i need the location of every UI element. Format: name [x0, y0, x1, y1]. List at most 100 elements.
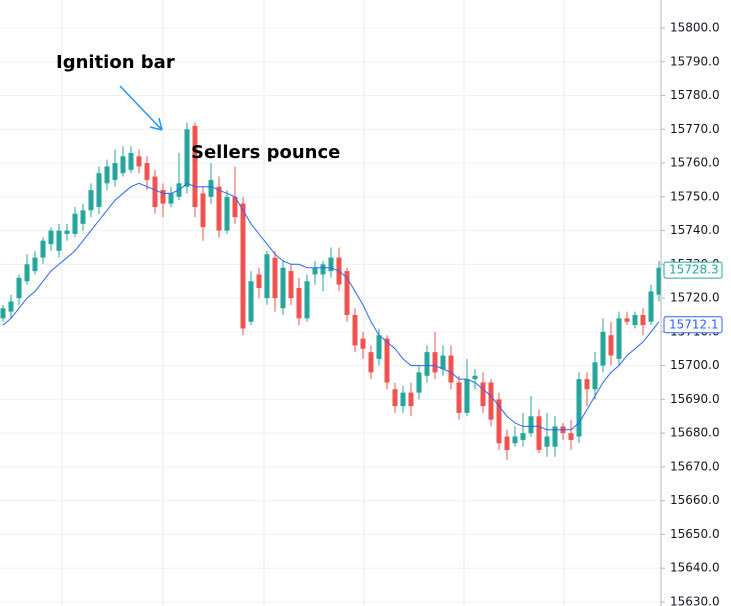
y-tick-label: 15720.0 — [670, 291, 720, 305]
candle-body — [232, 196, 238, 218]
candle-body — [80, 210, 86, 224]
candle-body — [144, 163, 150, 180]
candle-body — [472, 375, 478, 380]
candle-body — [592, 362, 598, 390]
candle-body — [240, 203, 246, 329]
candle-body — [64, 230, 70, 234]
y-tick-label: 15640.0 — [670, 561, 720, 575]
price-marker-label: 15712.1 — [669, 317, 719, 331]
y-tick-label: 15700.0 — [670, 358, 720, 372]
candle-body — [512, 436, 518, 444]
candle-body — [48, 230, 54, 245]
y-axis: 15630.0 15640.0 15650.0 15660.0 15670.0 15680… — [661, 21, 723, 606]
candle-body — [376, 335, 382, 359]
candle-body — [392, 389, 398, 407]
candle-body — [480, 382, 486, 407]
candle-body — [440, 355, 446, 370]
candle-body — [584, 379, 590, 390]
candle-body — [568, 433, 574, 440]
candle-body — [552, 426, 558, 447]
candle-body — [264, 254, 270, 299]
candle-body — [544, 436, 550, 447]
candle-body — [576, 379, 582, 437]
candle-body — [120, 156, 126, 174]
candle-body — [208, 179, 214, 197]
candle-body — [624, 318, 630, 322]
candle-body — [600, 331, 606, 366]
candle-body — [312, 267, 318, 275]
candle-body — [360, 338, 366, 349]
candle-body — [344, 271, 350, 315]
candle-body — [296, 287, 302, 319]
candle-body — [408, 392, 414, 407]
candle-body — [656, 267, 662, 295]
candle-body — [224, 196, 230, 231]
candle-body — [200, 193, 206, 228]
candle-body — [432, 352, 438, 373]
candle-body — [464, 379, 470, 413]
candle-body — [616, 318, 622, 359]
y-tick-label: 15650.0 — [670, 527, 720, 541]
candle-body — [24, 264, 30, 282]
vertical-grid — [61, 0, 565, 606]
candle-body — [288, 271, 294, 299]
candle-body — [96, 173, 102, 207]
price-marker — [663, 261, 723, 279]
candle-body — [384, 338, 390, 383]
y-tick-label: 15670.0 — [670, 459, 720, 473]
candle-body — [248, 281, 254, 322]
candle-body — [496, 399, 502, 444]
candle-body — [504, 436, 510, 451]
candle-body — [456, 382, 462, 413]
candle-body — [256, 274, 262, 288]
y-tick-label: 15680.0 — [670, 426, 720, 440]
candle-body — [32, 257, 38, 272]
y-tick-label: 15630.0 — [670, 594, 720, 606]
y-tick-label: 15750.0 — [670, 189, 720, 203]
candle-body — [272, 257, 278, 299]
candle-body — [400, 392, 406, 407]
y-tick-label: 15770.0 — [670, 122, 720, 136]
candle-body — [632, 314, 638, 326]
price-marker-label: 15728.3 — [669, 263, 719, 277]
candle-body — [280, 267, 286, 309]
candle-body — [88, 190, 94, 211]
candle-body — [16, 277, 22, 299]
candle-body — [152, 176, 158, 207]
candle-body — [128, 152, 134, 170]
candle-body — [320, 264, 326, 275]
annotation: Ignition bar — [56, 52, 175, 73]
candle-body — [520, 433, 526, 440]
annotation: Sellers pounce — [191, 142, 340, 163]
y-tick-label: 15660.0 — [670, 493, 720, 507]
moving-average — [2, 182, 660, 431]
y-tick-label: 15800.0 — [670, 21, 720, 35]
horizontal-grid — [0, 27, 661, 603]
candle-body — [368, 352, 374, 373]
candle-body — [448, 355, 454, 383]
candle-body — [136, 156, 142, 167]
candle-body — [72, 213, 78, 234]
candle-body — [536, 416, 542, 451]
candle-body — [40, 240, 46, 258]
candle-body — [528, 416, 534, 434]
candle-body — [184, 129, 190, 187]
candle-body — [304, 281, 310, 319]
candle-body — [112, 163, 118, 180]
candle-body — [104, 166, 110, 184]
y-tick-label: 15790.0 — [670, 54, 720, 68]
candle-body — [0, 308, 6, 319]
y-tick-label: 15690.0 — [670, 392, 720, 406]
candle-body — [608, 335, 614, 356]
annotation-arrow — [119, 85, 163, 131]
candle-body — [488, 382, 494, 420]
candle-body — [168, 193, 174, 204]
y-tick-label: 15740.0 — [670, 223, 720, 237]
price-marker — [663, 316, 723, 334]
candle-body — [192, 125, 198, 207]
candle-body — [8, 301, 14, 312]
candle-body — [424, 352, 430, 376]
y-tick-label: 15760.0 — [670, 156, 720, 170]
candle-body — [648, 291, 654, 322]
